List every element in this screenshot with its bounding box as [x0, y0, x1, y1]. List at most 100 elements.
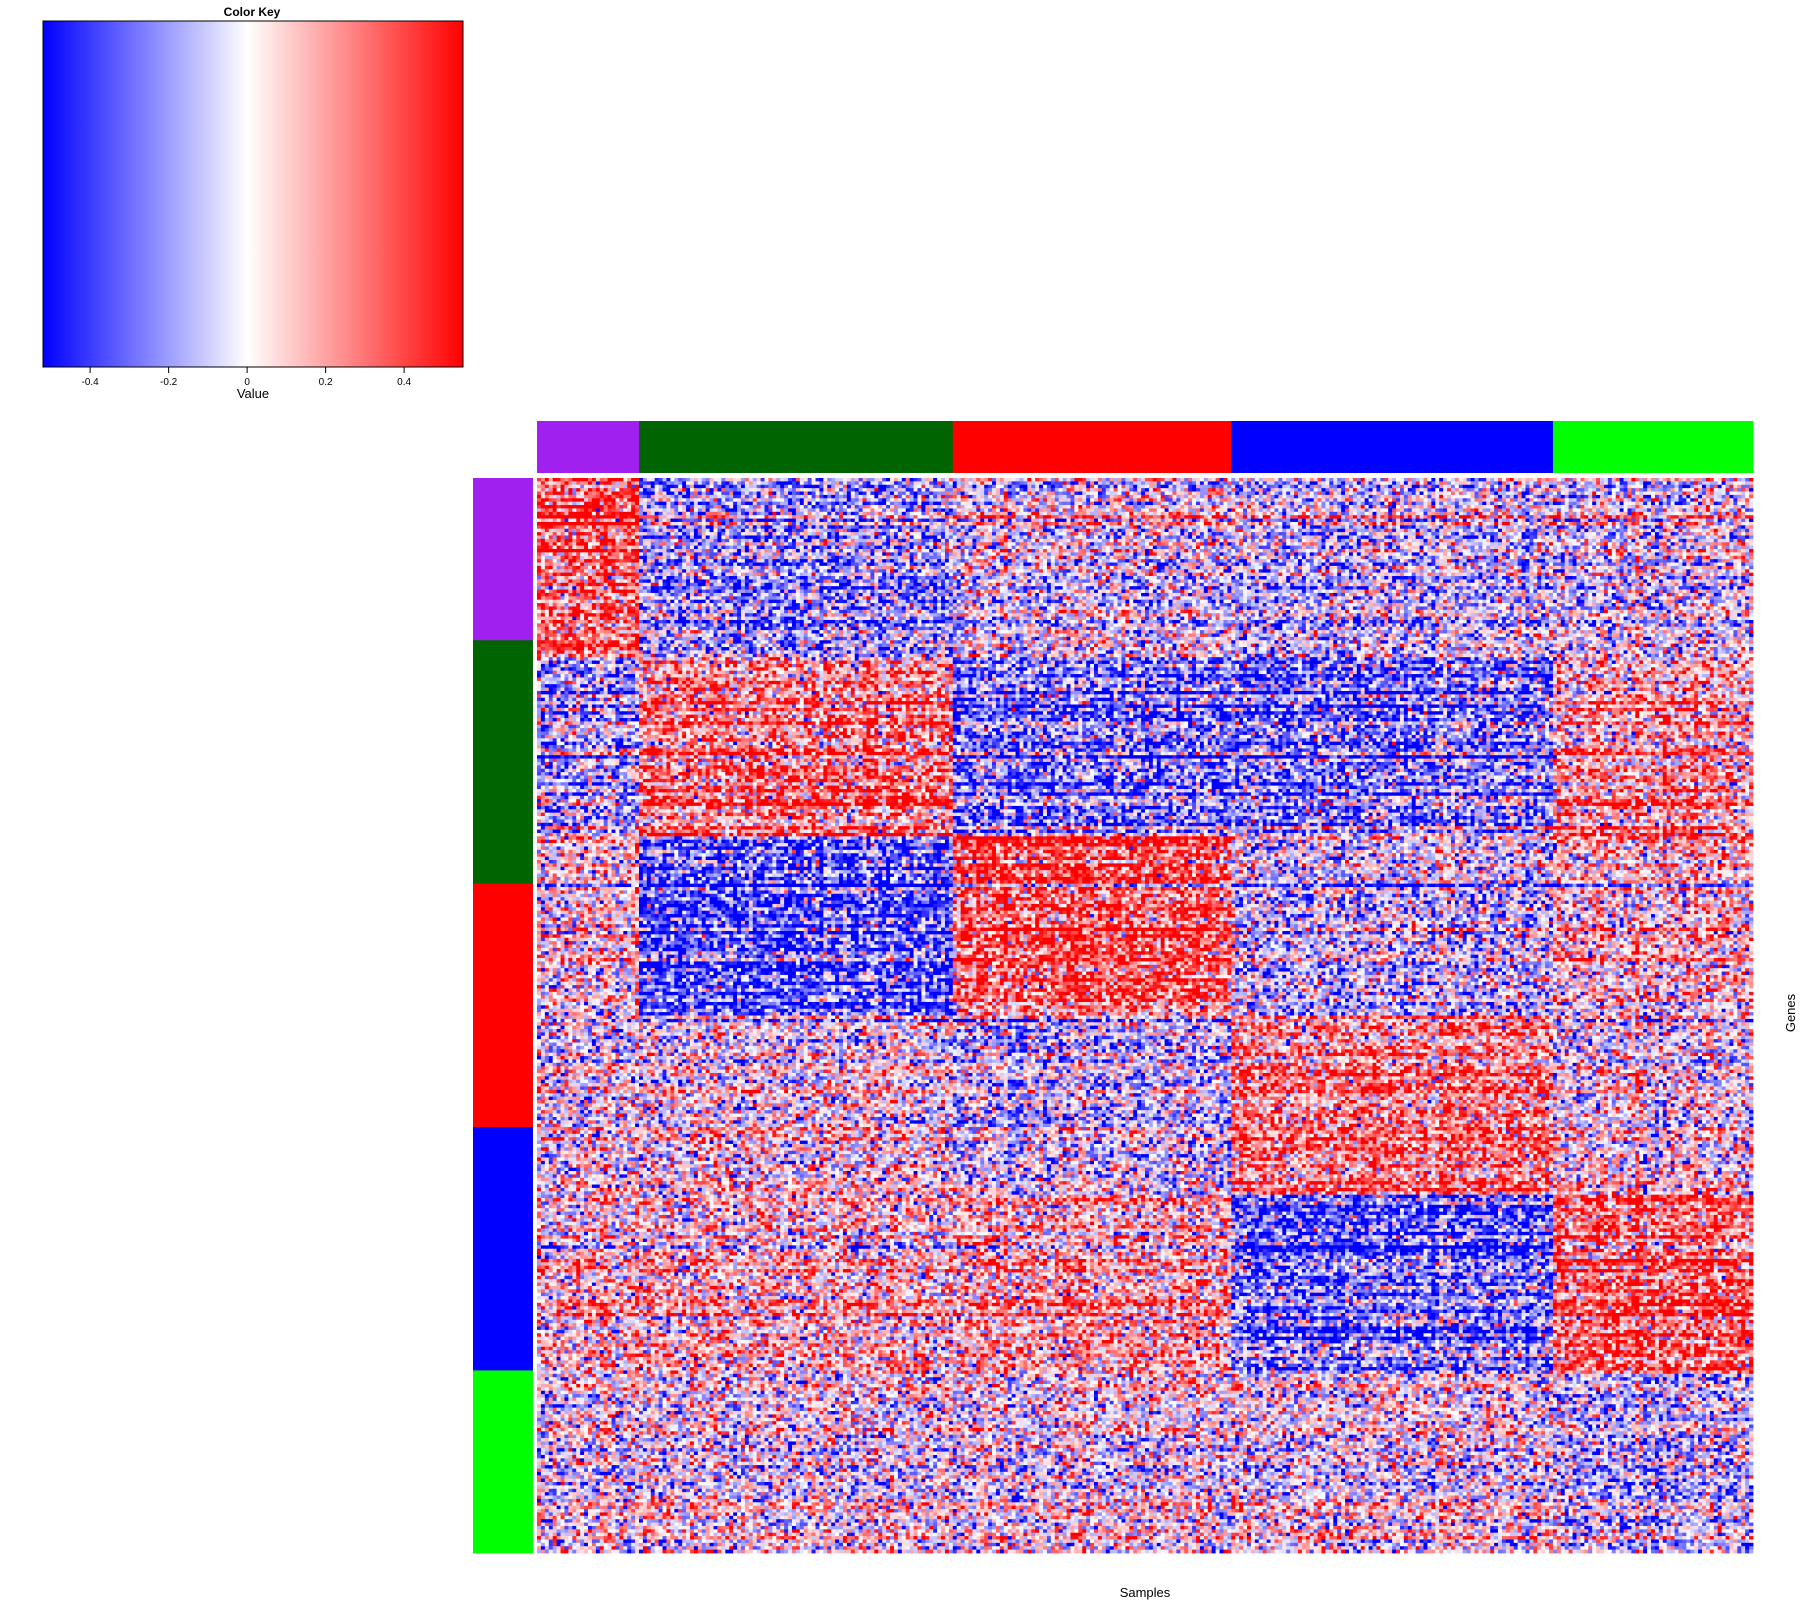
heatmap-cell	[1588, 478, 1592, 482]
heatmap-cell	[1176, 478, 1180, 482]
heatmap-cell	[929, 481, 933, 485]
heatmap-cell	[1510, 481, 1514, 485]
heatmap-cell	[1580, 481, 1584, 485]
heatmap-cell	[867, 481, 871, 485]
heatmap-cell	[1706, 478, 1710, 482]
heatmap-cell	[1663, 481, 1667, 485]
heatmap-cell	[1592, 478, 1596, 482]
heatmap-cell	[1200, 478, 1204, 482]
heatmap-cell	[1102, 478, 1106, 482]
heatmap-cell	[741, 478, 745, 482]
heatmap-cell	[933, 478, 937, 482]
heatmap-cell	[1498, 481, 1502, 485]
heatmap-cell	[1059, 481, 1063, 485]
heatmap-cell	[972, 481, 976, 485]
heatmap-cell	[1039, 481, 1043, 485]
heatmap-cell	[1682, 478, 1686, 482]
heatmap-cell	[1718, 481, 1722, 485]
heatmap-cell	[1533, 481, 1537, 485]
color-key-tick-label: 0.4	[397, 377, 411, 388]
heatmap-cell	[776, 478, 780, 482]
heatmap-cell	[643, 478, 647, 482]
heatmap-cell	[1502, 478, 1506, 482]
color-key: Color Key -0.4 -0.2 0 0.2 0.4 Value	[43, 5, 463, 401]
heatmap-cell	[1027, 481, 1031, 485]
heatmap-cell	[623, 478, 627, 482]
heatmap-cell	[1086, 478, 1090, 482]
heatmap-cell	[996, 478, 1000, 482]
heatmap-cell	[1282, 478, 1286, 482]
heatmap-cell	[1133, 478, 1137, 482]
heatmap-cell	[1392, 481, 1396, 485]
heatmap-cell	[706, 478, 710, 482]
heatmap-cell	[702, 478, 706, 482]
heatmap-cell	[1055, 478, 1059, 482]
heatmap-cell	[1459, 478, 1463, 482]
heatmap-cell	[843, 481, 847, 485]
heatmap-cell	[612, 478, 616, 482]
heatmap-cell	[1729, 481, 1733, 485]
heatmap-cell	[1035, 481, 1039, 485]
heatmap-cell	[1608, 478, 1612, 482]
heatmap-cell	[1522, 481, 1526, 485]
heatmap-cell	[737, 481, 741, 485]
heatmap-cell	[686, 478, 690, 482]
heatmap-cell	[1063, 481, 1067, 485]
heatmap-cell	[1067, 478, 1071, 482]
heatmap-cell	[1475, 478, 1479, 482]
heatmap-cell	[627, 481, 631, 485]
heatmap-cell	[816, 478, 820, 482]
heatmap-cell	[1212, 481, 1216, 485]
heatmap-cell	[1074, 481, 1078, 485]
heatmap-cell	[1404, 481, 1408, 485]
heatmap-cell	[588, 481, 592, 485]
heatmap-cell	[945, 481, 949, 485]
heatmap-cell	[1671, 478, 1675, 482]
heatmap-cell	[1620, 481, 1624, 485]
heatmap-cell	[1608, 481, 1612, 485]
heatmap-cell	[1553, 481, 1557, 485]
heatmap-cell	[784, 478, 788, 482]
heatmap-cell	[639, 481, 643, 485]
heatmap-cell	[678, 478, 682, 482]
heatmap-cell	[921, 478, 925, 482]
heatmap-cell	[1698, 481, 1702, 485]
heatmap-cell	[1510, 478, 1514, 482]
heatmap-cell	[1180, 478, 1184, 482]
heatmap-cell	[1639, 478, 1643, 482]
heatmap-cell	[1294, 478, 1298, 482]
row-group-bar-2	[473, 640, 533, 884]
heatmap-cell	[1357, 481, 1361, 485]
heatmap-cell	[682, 481, 686, 485]
heatmap-cell	[615, 478, 619, 482]
heatmap-cell	[635, 478, 639, 482]
heatmap-cell	[1604, 481, 1608, 485]
heatmap-cell	[749, 478, 753, 482]
heatmap-cell	[980, 478, 984, 482]
heatmap-cell	[855, 478, 859, 482]
heatmap-cell	[768, 478, 772, 482]
heatmap-cell	[1208, 481, 1212, 485]
heatmap-cell	[541, 478, 545, 482]
heatmap-cell	[584, 478, 588, 482]
heatmap-cell	[1443, 478, 1447, 482]
heatmap-cell	[917, 481, 921, 485]
heatmap-cell	[1239, 478, 1243, 482]
heatmap-cell	[1714, 481, 1718, 485]
heatmap-cell	[1702, 481, 1706, 485]
heatmap-cell	[1078, 481, 1082, 485]
heatmap-cell	[600, 481, 604, 485]
heatmap-cell	[1070, 481, 1074, 485]
heatmap-cell	[808, 481, 812, 485]
heatmap-cell	[1573, 478, 1577, 482]
heatmap-cell	[1365, 481, 1369, 485]
heatmap-cell	[1047, 481, 1051, 485]
color-key-tick-label: 0.2	[319, 377, 333, 388]
heatmap-cell	[1616, 481, 1620, 485]
heatmap-cell	[659, 478, 663, 482]
heatmap-cell	[953, 478, 957, 482]
heatmap-cell	[651, 481, 655, 485]
heatmap-cell	[831, 481, 835, 485]
heatmap-cell	[1647, 478, 1651, 482]
heatmap-cell	[1373, 478, 1377, 482]
